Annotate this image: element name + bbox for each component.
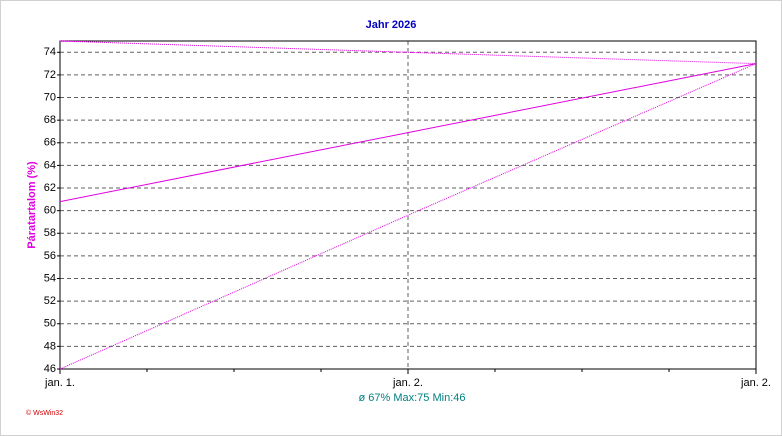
y-axis-label: Páratartalom (%) bbox=[26, 161, 38, 249]
y-tick-label: 66 bbox=[44, 137, 56, 149]
line-series bbox=[59, 63, 757, 370]
y-tick-label: 60 bbox=[44, 205, 56, 217]
line-series bbox=[59, 40, 757, 65]
y-tick-label: 58 bbox=[44, 227, 56, 239]
credit: © WsWin32 bbox=[26, 409, 63, 417]
y-tick-label: 74 bbox=[44, 46, 56, 58]
plot-area bbox=[59, 40, 757, 370]
y-tick-label: 54 bbox=[44, 272, 56, 284]
x-tick-label: jan. 2. bbox=[740, 377, 771, 389]
y-tick-label: 46 bbox=[44, 363, 56, 375]
y-tick-label: 52 bbox=[44, 295, 56, 307]
y-tick-label: 62 bbox=[44, 182, 56, 194]
y-tick-label: 72 bbox=[44, 69, 56, 81]
summary: ø 67% Max:75 Min:46 bbox=[359, 392, 466, 404]
y-tick-label: 56 bbox=[44, 250, 56, 262]
y-tick-label: 70 bbox=[44, 91, 56, 103]
y-tick-label: 68 bbox=[44, 114, 56, 126]
y-tick-label: 64 bbox=[44, 159, 56, 171]
x-tick-label: jan. 2. bbox=[392, 377, 423, 389]
y-tick-label: 48 bbox=[44, 340, 56, 352]
line-series bbox=[59, 63, 757, 203]
x-tick-label: jan. 1. bbox=[44, 377, 75, 389]
y-tick-label: 50 bbox=[44, 318, 56, 330]
chart-title: Jahr 2026 bbox=[366, 19, 417, 31]
